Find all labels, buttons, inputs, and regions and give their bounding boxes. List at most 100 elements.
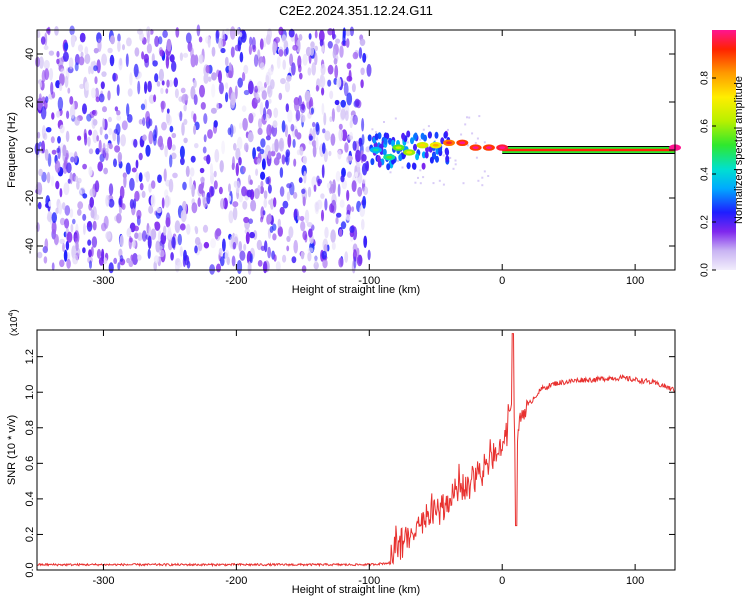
- noise-blob: [113, 257, 118, 264]
- noise-blob: [58, 202, 63, 215]
- noise-blob: [154, 73, 159, 83]
- noise-blob: [211, 83, 216, 98]
- noise-blob: [97, 161, 103, 172]
- noise-blob: [103, 167, 108, 175]
- noise-blob: [286, 235, 291, 242]
- carrier-point-core: [432, 143, 439, 147]
- speckle: [476, 137, 479, 140]
- noise-blob: [119, 234, 124, 247]
- onset-blob: [443, 131, 448, 139]
- noise-blob: [105, 147, 109, 154]
- noise-blob: [267, 246, 271, 259]
- noise-blob: [72, 218, 76, 225]
- noise-blob: [132, 253, 138, 265]
- noise-blob: [243, 89, 250, 96]
- noise-blob: [228, 70, 233, 79]
- chart-title: C2E2.2024.351.12.24.G11: [279, 3, 433, 18]
- noise-blob: [307, 67, 312, 76]
- noise-blob: [315, 123, 320, 136]
- noise-blob: [193, 94, 198, 106]
- y-tick-label: 0.0: [24, 562, 36, 577]
- speckle: [389, 171, 392, 174]
- speckle: [454, 159, 457, 162]
- noise-blob: [183, 104, 187, 112]
- noise-blob: [167, 226, 172, 240]
- noise-blob: [108, 183, 114, 196]
- noise-blob: [243, 64, 249, 75]
- noise-blob: [61, 202, 66, 210]
- noise-blob: [252, 147, 256, 160]
- noise-blob: [190, 155, 196, 163]
- noise-blob: [282, 200, 289, 209]
- noise-blob: [48, 201, 52, 207]
- noise-blob: [270, 150, 276, 157]
- noise-blob: [62, 242, 65, 252]
- noise-blob: [213, 180, 218, 190]
- noise-blob: [133, 138, 138, 148]
- noise-blob: [307, 247, 314, 253]
- noise-blob: [46, 171, 51, 184]
- noise-blob: [59, 72, 65, 86]
- noise-blob: [313, 184, 317, 192]
- onset-blob: [412, 162, 417, 170]
- noise-blob: [272, 120, 278, 128]
- noise-blob: [144, 81, 148, 94]
- noise-blob: [169, 54, 175, 63]
- snr-y-label: SNR (10 * v/v): [6, 415, 18, 485]
- noise-blob: [279, 206, 285, 215]
- noise-blob: [75, 241, 79, 252]
- noise-blob: [174, 88, 179, 99]
- noise-blob: [248, 80, 254, 95]
- noise-blob: [108, 198, 115, 208]
- colorbar-tick-label: 0.0: [700, 263, 711, 277]
- noise-blob: [126, 257, 131, 264]
- noise-blob: [342, 31, 346, 46]
- onset-blob: [427, 131, 432, 139]
- noise-blob: [280, 78, 286, 85]
- noise-blob: [96, 135, 100, 142]
- noise-blob: [84, 132, 88, 146]
- noise-blob: [272, 233, 277, 241]
- noise-blob: [165, 217, 171, 228]
- noise-blob: [340, 99, 347, 108]
- noise-blob: [340, 221, 347, 230]
- noise-blob: [163, 225, 167, 236]
- noise-blob: [232, 201, 239, 208]
- noise-blob: [94, 87, 99, 99]
- spectrogram-x-label: Height of straight line (km): [292, 284, 420, 296]
- noise-blob: [64, 75, 69, 88]
- noise-blob: [92, 119, 98, 126]
- snr-x-label: Height of straight line (km): [292, 584, 420, 596]
- noise-blob: [300, 113, 304, 123]
- noise-blob: [152, 60, 158, 67]
- noise-blob: [261, 158, 266, 170]
- noise-blob: [268, 98, 272, 104]
- noise-blob: [56, 58, 60, 65]
- noise-blob: [339, 199, 345, 208]
- noise-blob: [277, 226, 283, 237]
- noise-blob: [116, 84, 120, 97]
- noise-blob: [285, 103, 289, 113]
- noise-blob: [76, 180, 80, 190]
- noise-blob: [155, 240, 160, 253]
- noise-blob: [242, 200, 248, 210]
- noise-blob: [68, 152, 75, 158]
- y-tick-label: 20: [24, 96, 36, 108]
- noise-blob: [299, 215, 305, 222]
- noise-blob: [210, 186, 215, 197]
- noise-blob: [179, 246, 183, 257]
- noise-blob: [150, 194, 156, 208]
- noise-blob: [191, 184, 195, 198]
- noise-blob: [340, 108, 346, 120]
- noise-blob: [356, 161, 361, 168]
- onset-blob: [388, 137, 392, 145]
- onset-blob: [377, 160, 382, 168]
- noise-blob: [206, 154, 211, 165]
- noise-blob: [209, 163, 214, 177]
- noise-blob: [66, 162, 72, 174]
- noise-blob: [293, 239, 299, 254]
- noise-blob: [141, 190, 146, 198]
- noise-blob: [288, 226, 294, 239]
- noise-blob: [273, 254, 277, 262]
- noise-blob: [291, 62, 296, 76]
